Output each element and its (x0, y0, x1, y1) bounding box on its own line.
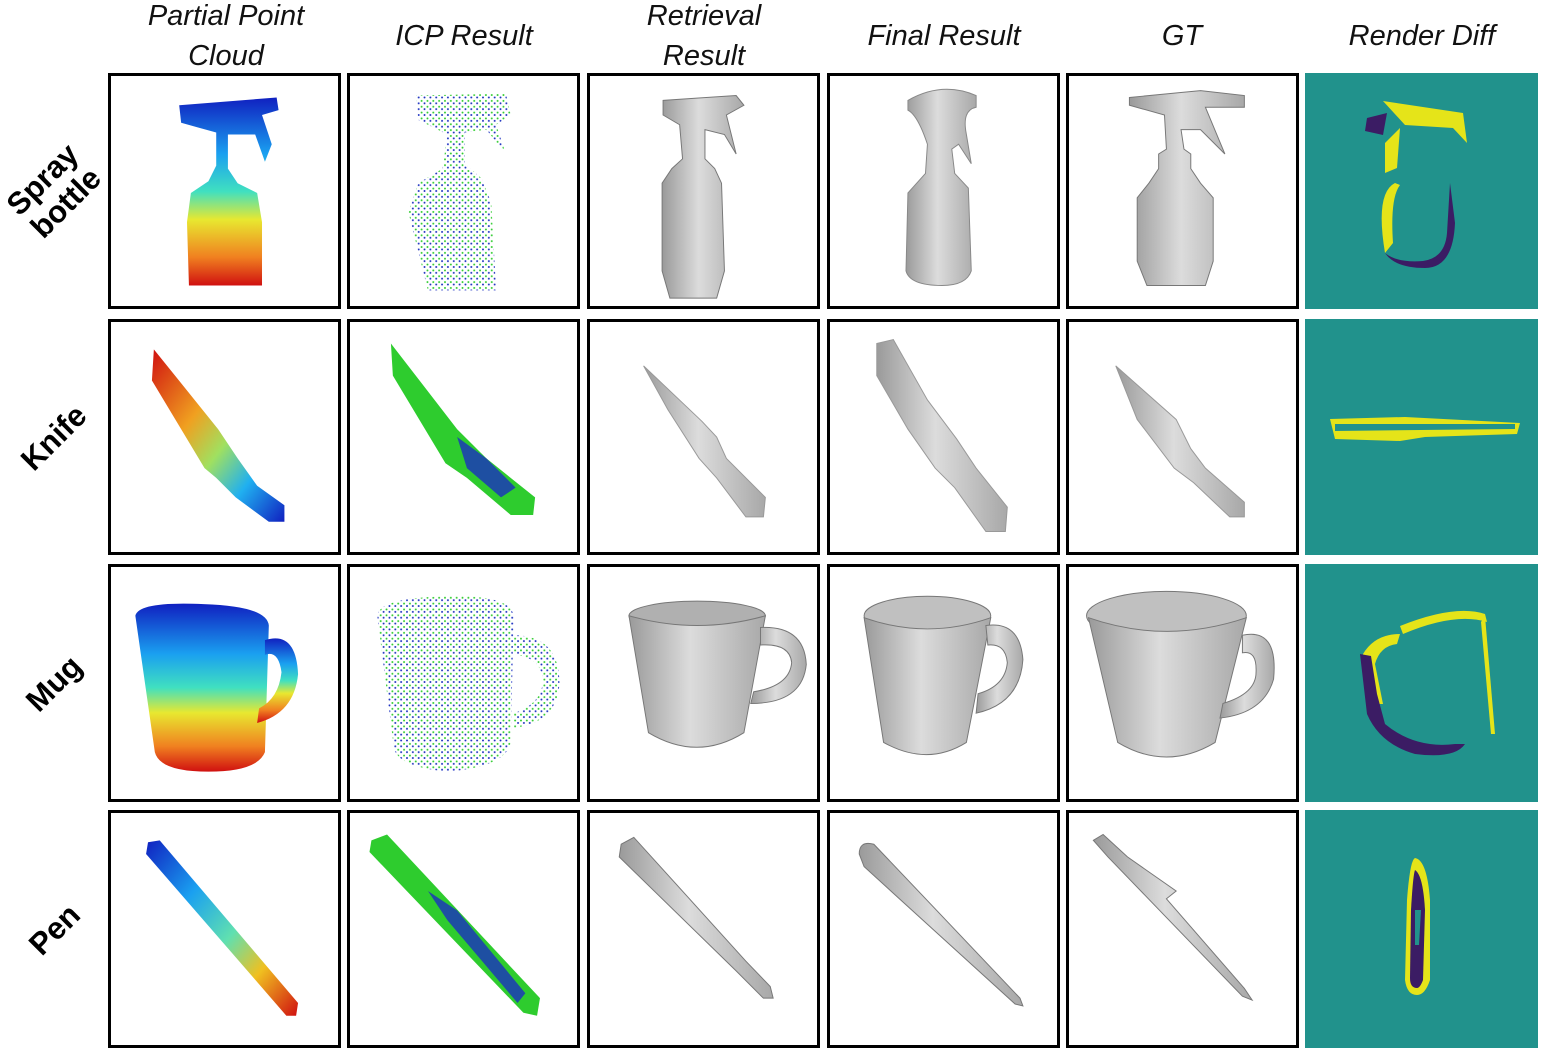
col-header-icp-result: ICP Result (395, 20, 533, 52)
knife-retrieval-image (643, 365, 766, 518)
cell-knife-retrieval (587, 319, 820, 555)
row-label-pen: Pen (21, 896, 87, 962)
col-header-render-diff: Render Diff (1348, 20, 1496, 52)
pen-retrieval-image (618, 836, 774, 999)
spray-bottle-gt-image (1128, 90, 1245, 286)
mug-render-diff-image (1360, 610, 1495, 756)
cell-pen-render-diff (1305, 810, 1538, 1048)
cell-knife-icp (347, 319, 580, 555)
spray-bottle-retrieval-image (661, 95, 745, 299)
cell-spray-bottle-icp (347, 73, 580, 309)
knife-final-image (876, 339, 1008, 532)
cell-spray-bottle-render-diff (1305, 73, 1538, 309)
row-header-pen: Pen (0, 810, 108, 1048)
spray-bottle-final-image (905, 88, 977, 286)
spray-bottle-icp-image (408, 93, 511, 291)
row-header-knife: Knife (0, 319, 108, 555)
pen-icp-image (369, 834, 540, 1016)
cell-mug-final (827, 564, 1060, 802)
cell-pen-retrieval (587, 810, 820, 1048)
knife-render-diff-image (1330, 417, 1520, 441)
cell-mug-partial (108, 564, 341, 802)
knife-gt-image (1115, 365, 1245, 518)
cell-knife-final (827, 319, 1060, 555)
cell-pen-icp (347, 810, 580, 1048)
mug-retrieval-image (628, 600, 807, 748)
pen-gt-image (1092, 833, 1254, 1002)
col-header-retrieval-result: Retrieval Result (646, 0, 762, 72)
cell-spray-bottle-partial (108, 73, 341, 309)
col-header-partial-point-cloud: Partial Point Cloud (147, 0, 305, 72)
cell-spray-bottle-gt (1066, 73, 1299, 309)
knife-icp-image (390, 343, 536, 515)
mug-partial-image (135, 603, 299, 772)
pen-render-diff-image (1405, 858, 1430, 995)
cell-pen-gt (1066, 810, 1299, 1048)
cell-knife-render-diff (1305, 319, 1538, 555)
row-header-spray-bottle: Spray bottle (0, 73, 108, 309)
spray-bottle-partial-image (179, 97, 279, 286)
mug-icp-image (377, 596, 560, 772)
mug-gt-image (1086, 590, 1275, 758)
cell-knife-gt (1066, 319, 1299, 555)
cell-knife-partial (108, 319, 341, 555)
knife-partial-image (151, 349, 285, 522)
row-header-mug: Mug (0, 564, 108, 802)
row-label-mug: Mug (19, 648, 89, 718)
pen-partial-image (146, 840, 299, 1016)
cell-spray-bottle-retrieval (587, 73, 820, 309)
cell-mug-retrieval (587, 564, 820, 802)
row-label-spray-bottle: Spray bottle (0, 136, 108, 245)
spray-bottle-render-diff-image (1365, 101, 1467, 268)
row-label-knife: Knife (14, 397, 94, 477)
cell-pen-final (827, 810, 1060, 1048)
cell-mug-render-diff (1305, 564, 1538, 802)
cell-mug-gt (1066, 564, 1299, 802)
cell-pen-partial (108, 810, 341, 1048)
mug-final-image (863, 595, 1024, 756)
col-header-gt: GT (1161, 20, 1203, 52)
cell-spray-bottle-final (827, 73, 1060, 309)
pen-final-image (858, 842, 1024, 1007)
col-header-final-result: Final Result (867, 20, 1021, 52)
cell-mug-icp (347, 564, 580, 802)
